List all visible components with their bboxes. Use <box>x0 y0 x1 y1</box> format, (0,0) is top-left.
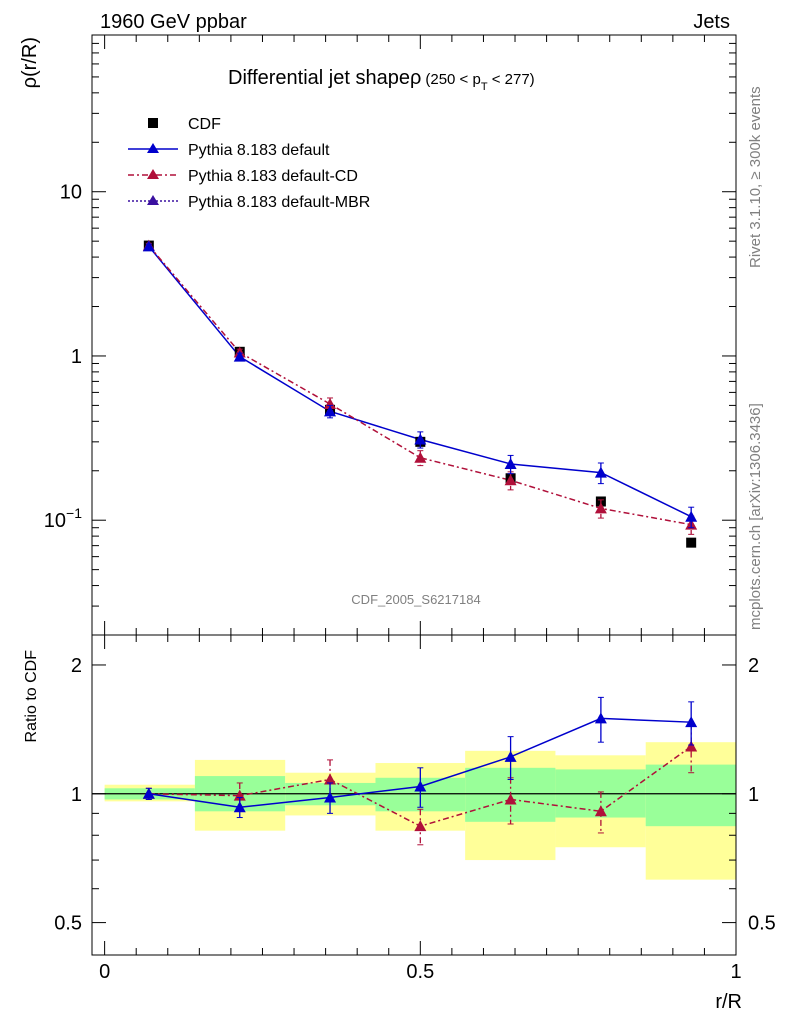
x-tick-label: 0 <box>99 961 110 983</box>
data-point-default <box>414 433 427 445</box>
main-y-tick-label: 10 <box>60 182 82 204</box>
legend-marker-cd <box>147 169 159 179</box>
x-tick-label: 1 <box>730 961 741 983</box>
legend-label-mbr: Pythia 8.183 default-MBR <box>188 194 370 211</box>
main-plot-title: Differential jet shapeρ (250 < pT < 277) <box>228 67 535 93</box>
main-y-axis-label: ρ(r/R) <box>19 37 41 88</box>
ratio-point-default <box>414 780 427 792</box>
ratio-y-axis-label: Ratio to CDF <box>23 650 40 743</box>
header-energy-label: 1960 GeV ppbar <box>100 11 247 33</box>
main-y-tick-label: 10−1 <box>44 505 82 532</box>
legend-marker-cdf <box>148 118 158 128</box>
data-point-cd <box>414 451 427 463</box>
ratio-y-tick-label: 0.5 <box>54 913 82 935</box>
ratio-point-default <box>594 712 607 724</box>
ratio-plot-frame <box>91 634 737 956</box>
legend-label-cd: Pythia 8.183 default-CD <box>188 168 358 185</box>
ratio-point-cd <box>685 740 698 752</box>
ratio-point-default <box>142 787 155 799</box>
main-y-tick-label: 1 <box>71 346 82 368</box>
ratio-point-cd <box>414 820 427 832</box>
rivet-info-label: Rivet 3.1.10, ≥ 300k events <box>747 86 764 268</box>
ratio-y-tick-label-right: 2 <box>748 655 759 677</box>
ratio-point-cd <box>324 773 337 785</box>
legend-marker-mbr <box>147 195 159 205</box>
uncertainty-band-inner <box>645 764 736 827</box>
data-point-default <box>233 350 246 362</box>
data-point-cdf <box>686 537 697 548</box>
ratio-point-default <box>504 750 517 762</box>
ratio-point-cd <box>594 805 607 817</box>
legend-marker-default <box>147 143 159 153</box>
ratio-y-tick-label: 2 <box>71 655 82 677</box>
x-axis-label: r/R <box>715 991 742 1013</box>
data-point-default <box>685 510 698 522</box>
data-point-default <box>594 466 607 478</box>
legend-label-default: Pythia 8.183 default <box>188 142 330 159</box>
mcplots-label: mcplots.cern.ch [arXiv:1306.3436] <box>747 403 764 630</box>
legend: CDF Pythia 8.183 default Pythia 8.183 de… <box>128 116 370 211</box>
ratio-point-cd <box>504 793 517 805</box>
data-point-cd <box>594 502 607 514</box>
ratio-point-default <box>233 801 246 813</box>
legend-label-cdf: CDF <box>188 116 221 133</box>
data-point-default <box>324 405 337 417</box>
ratio-y-tick-label-right: 0.5 <box>748 913 776 935</box>
analysis-watermark: CDF_2005_S6217184 <box>351 592 480 607</box>
x-tick-label: 0.5 <box>406 961 434 983</box>
data-point-default <box>142 240 155 252</box>
series-line-cd <box>148 245 692 526</box>
ratio-y-tick-label-right: 1 <box>748 784 759 806</box>
header-process-label: Jets <box>693 11 730 33</box>
ratio-plot-panel: 2 2 1 1 0.5 0.5 0 0.5 1 Ratio to CDF r/R <box>23 634 776 1013</box>
ratio-point-default <box>685 716 698 728</box>
data-point-cd <box>324 397 337 409</box>
main-plot-panel: 10 1 10−1 ρ(r/R) Differential jet shapeρ (2… <box>19 34 737 636</box>
data-point-default <box>504 457 517 469</box>
data-point-cd <box>504 474 517 486</box>
ratio-point-default <box>324 791 337 803</box>
series-line-default <box>148 245 692 518</box>
ratio-y-tick-label: 1 <box>71 784 82 806</box>
